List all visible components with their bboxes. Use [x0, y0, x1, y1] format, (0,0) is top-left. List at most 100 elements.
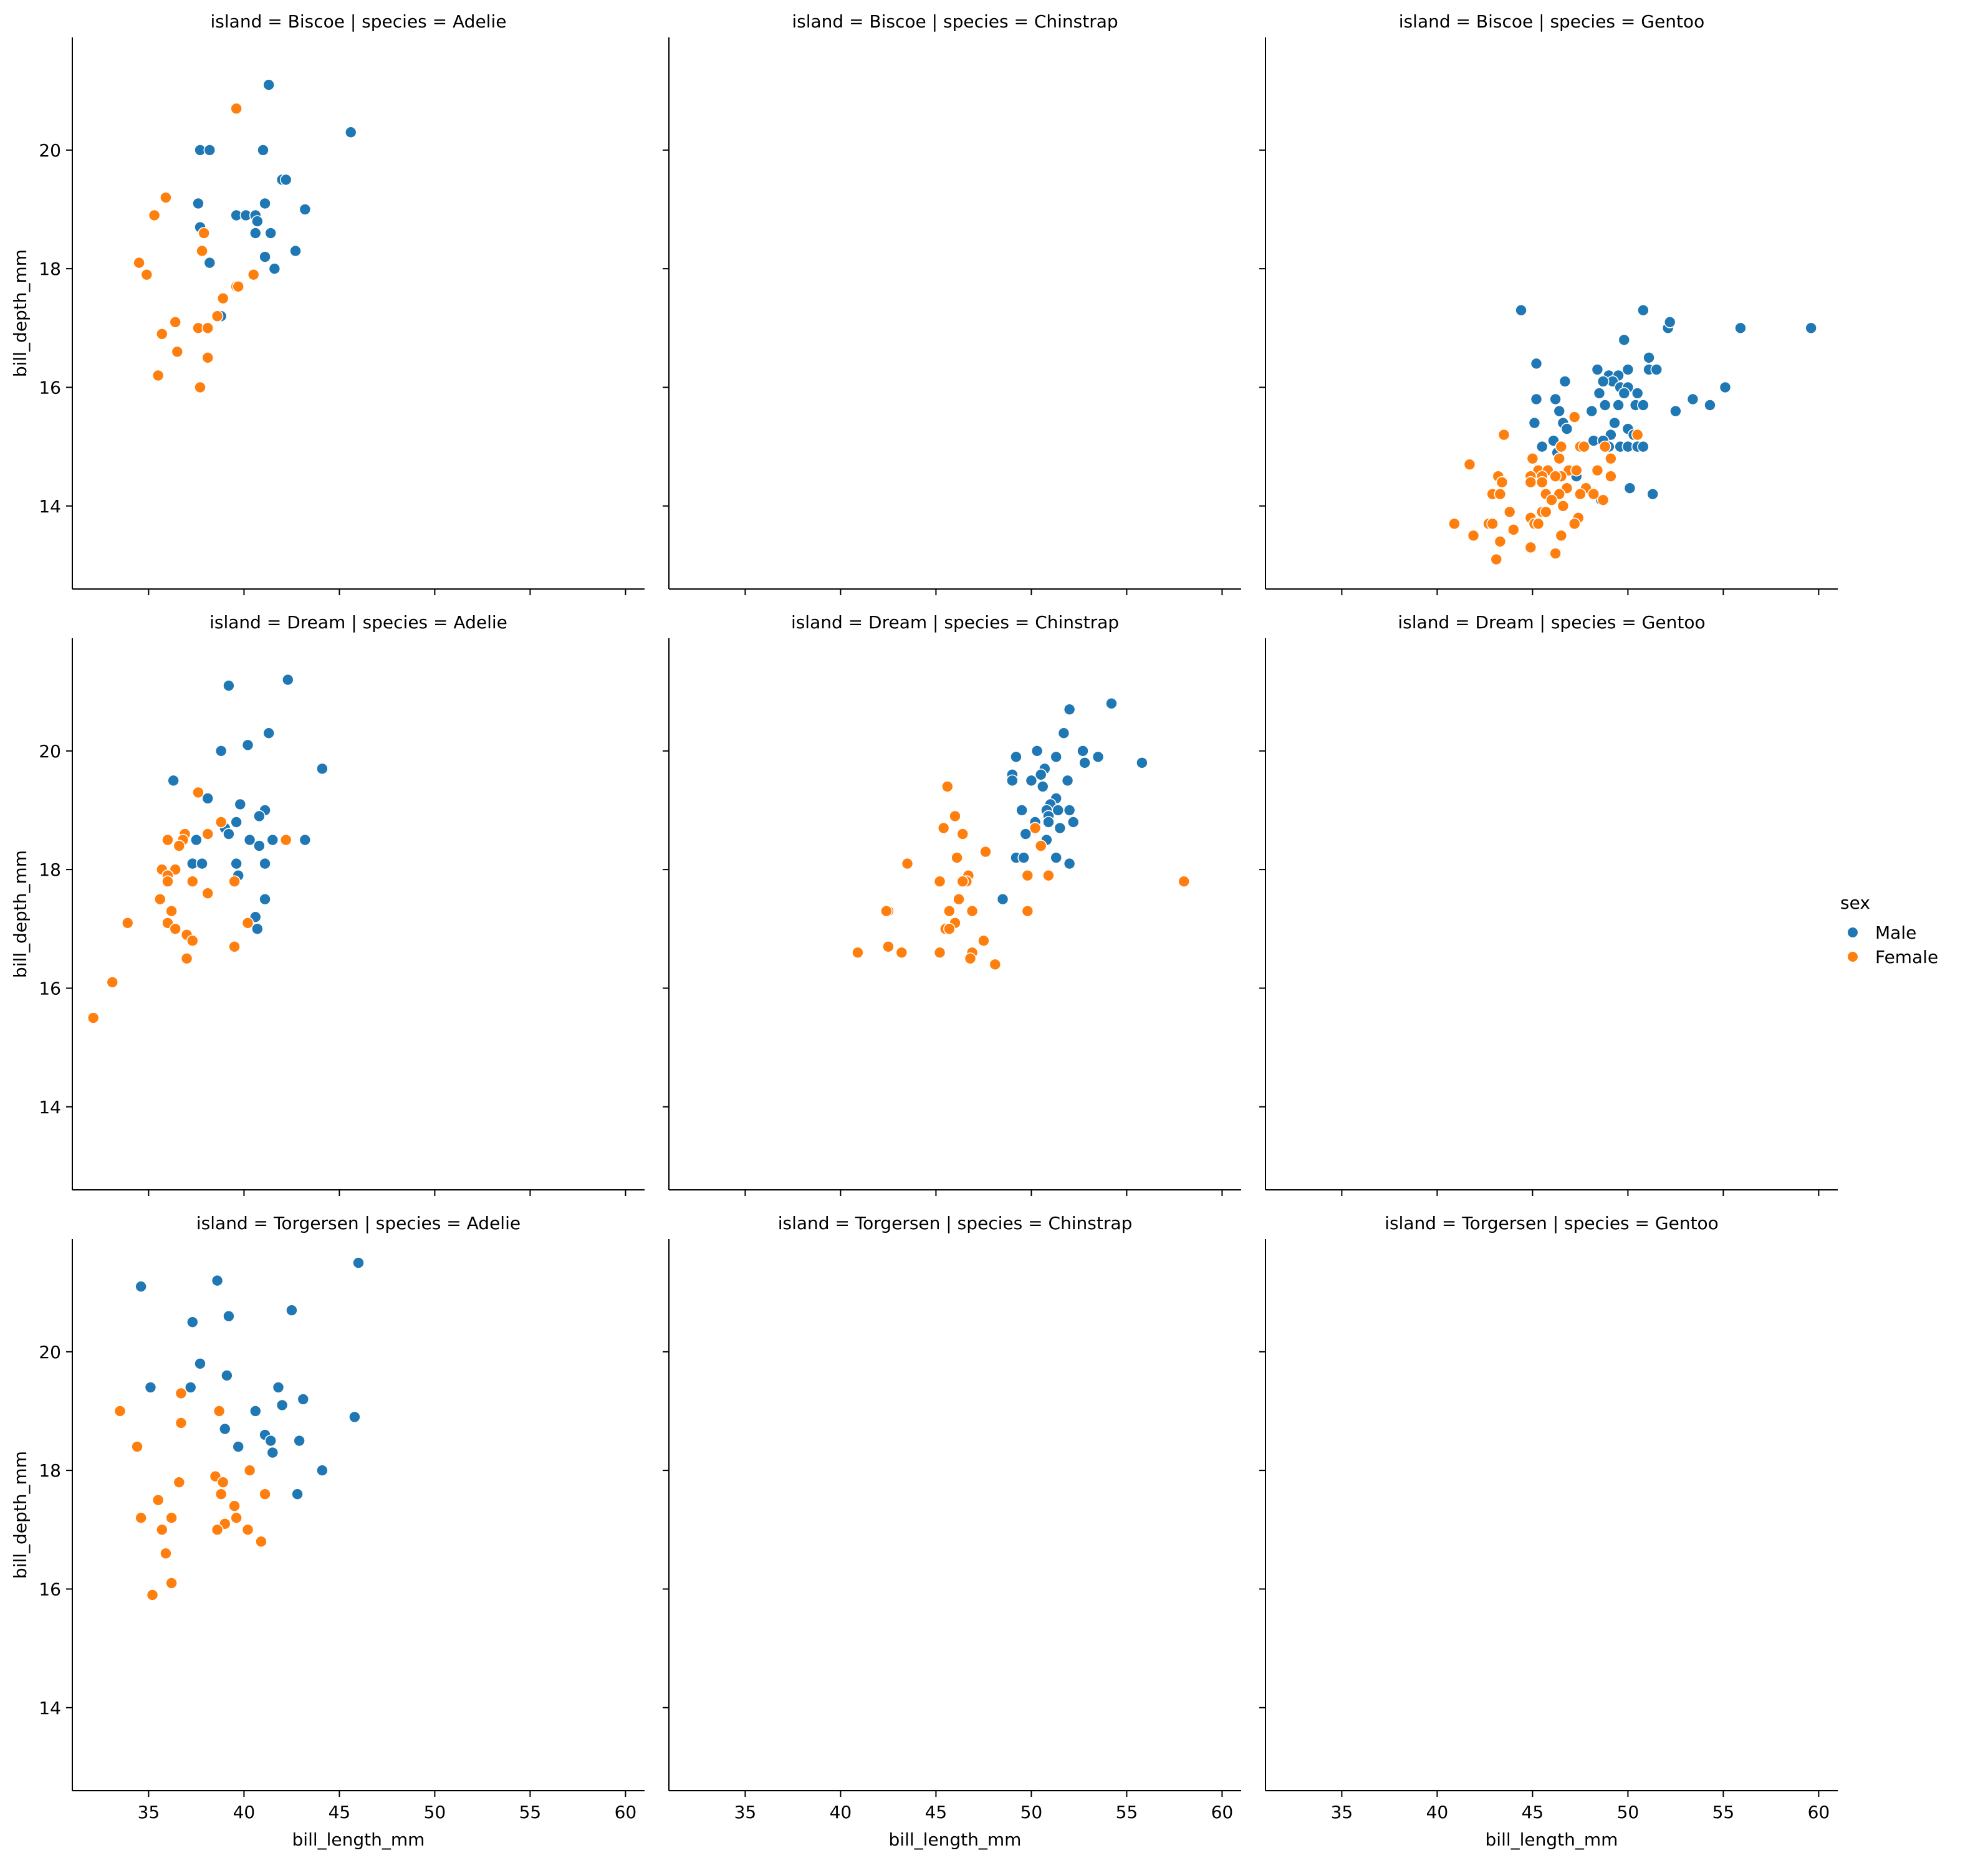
data-point-male: [196, 857, 208, 870]
data-point-female: [228, 941, 241, 953]
x-tick-label: 50: [1617, 1802, 1640, 1822]
facet-panel: island = Dream | species = Chinstrap: [663, 612, 1241, 1196]
data-point-male: [1105, 697, 1118, 710]
data-point-male: [230, 816, 242, 828]
data-point-female: [1042, 869, 1055, 882]
data-point-female: [1540, 505, 1552, 519]
data-point-female: [1545, 494, 1558, 507]
legend-title: sex: [1840, 893, 1870, 913]
x-tick-label: 45: [1522, 1802, 1544, 1822]
data-point-female: [1557, 499, 1570, 512]
data-point-female: [949, 810, 961, 823]
x-tick-label: 35: [734, 1802, 757, 1822]
x-tick-label: 60: [615, 1802, 637, 1822]
x-tick-label: 45: [329, 1802, 351, 1822]
data-point-female: [1021, 904, 1034, 917]
data-point-female: [1578, 440, 1590, 453]
data-point-female: [1503, 505, 1516, 519]
data-point-male: [241, 739, 254, 752]
data-point-male: [1136, 757, 1148, 769]
data-point-male: [1010, 750, 1022, 764]
data-point-male: [1067, 816, 1080, 828]
data-point-male: [1530, 357, 1543, 370]
data-point-male: [230, 857, 242, 870]
data-point-male: [259, 251, 271, 263]
data-point-female: [1029, 821, 1042, 835]
x-tick-label: 55: [519, 1802, 542, 1822]
data-point-male: [344, 126, 357, 139]
data-point-female: [956, 875, 969, 888]
data-point-female: [171, 345, 184, 358]
data-point-female: [156, 1523, 168, 1536]
facet-panel: island = Torgersen | species = Chinstrap…: [663, 1213, 1241, 1850]
data-point-male: [1553, 405, 1566, 418]
facet-title: island = Torgersen | species = Chinstrap: [778, 1213, 1133, 1233]
data-point-male: [1631, 387, 1644, 400]
data-point-female: [140, 268, 153, 281]
x-tick-label: 40: [1426, 1802, 1449, 1822]
y-tick-label: 16: [39, 1579, 61, 1599]
data-point-female: [196, 244, 208, 257]
data-point-female: [160, 1547, 172, 1560]
y-tick-label: 18: [39, 860, 61, 880]
data-point-female: [165, 1577, 178, 1589]
data-point-female: [192, 786, 204, 799]
data-point-male: [203, 144, 216, 156]
data-point-female: [882, 941, 895, 953]
data-point-female: [880, 904, 893, 917]
data-point-female: [186, 934, 199, 947]
data-point-female: [243, 1464, 256, 1477]
y-tick-label: 20: [39, 741, 61, 762]
data-point-male: [1704, 399, 1716, 411]
data-point-female: [241, 916, 254, 929]
facet-panels: island = Biscoe | species = Adelie 14 16 18…: [10, 11, 1838, 1850]
data-point-female: [153, 893, 166, 906]
data-point-female: [895, 946, 908, 959]
data-point-male: [1063, 703, 1076, 716]
data-point-female: [1496, 476, 1509, 489]
data-point-female: [1507, 524, 1520, 536]
data-point-male: [1054, 821, 1067, 835]
facet-title: island = Dream | species = Adelie: [209, 612, 507, 633]
data-point-female: [151, 1493, 165, 1506]
data-point-male: [1050, 750, 1062, 764]
data-point-female: [933, 875, 946, 888]
data-point-female: [106, 976, 119, 989]
data-point-female: [1467, 529, 1480, 542]
data-point-male: [1092, 750, 1105, 764]
data-point-male: [1006, 774, 1019, 787]
data-point-male: [167, 774, 180, 787]
y-tick-label: 16: [39, 978, 61, 998]
data-point-female: [1021, 869, 1034, 882]
data-point-male: [289, 244, 302, 257]
data-point-male: [1019, 828, 1032, 840]
legend-label-female: Female: [1875, 947, 1938, 967]
data-point-male: [1077, 745, 1089, 757]
data-point-male: [316, 1464, 329, 1477]
data-point-male: [257, 144, 269, 156]
data-point-male: [190, 833, 203, 846]
data-point-female: [1490, 553, 1503, 566]
data-point-female: [953, 893, 965, 906]
data-point-male: [286, 1304, 298, 1316]
data-point-male: [264, 227, 277, 239]
data-point-female: [1532, 517, 1545, 530]
data-point-male: [297, 1393, 310, 1405]
data-point-female: [216, 1476, 229, 1488]
data-point-male: [1030, 745, 1044, 757]
x-tick-label: 50: [1020, 1802, 1043, 1822]
data-point-male: [1057, 727, 1070, 740]
y-tick-label: 14: [39, 496, 61, 517]
data-point-female: [901, 857, 914, 870]
y-tick-label: 14: [39, 1097, 61, 1118]
data-point-female: [173, 840, 186, 852]
data-point-female: [186, 875, 199, 888]
x-tick-label: 35: [1331, 1802, 1353, 1822]
data-point-male: [186, 1316, 199, 1329]
data-point-male: [144, 1381, 157, 1394]
data-point-female: [211, 310, 224, 323]
data-point-female: [964, 952, 977, 965]
data-point-male: [1591, 363, 1604, 376]
data-point-female: [1524, 541, 1537, 554]
data-point-female: [175, 1387, 188, 1400]
